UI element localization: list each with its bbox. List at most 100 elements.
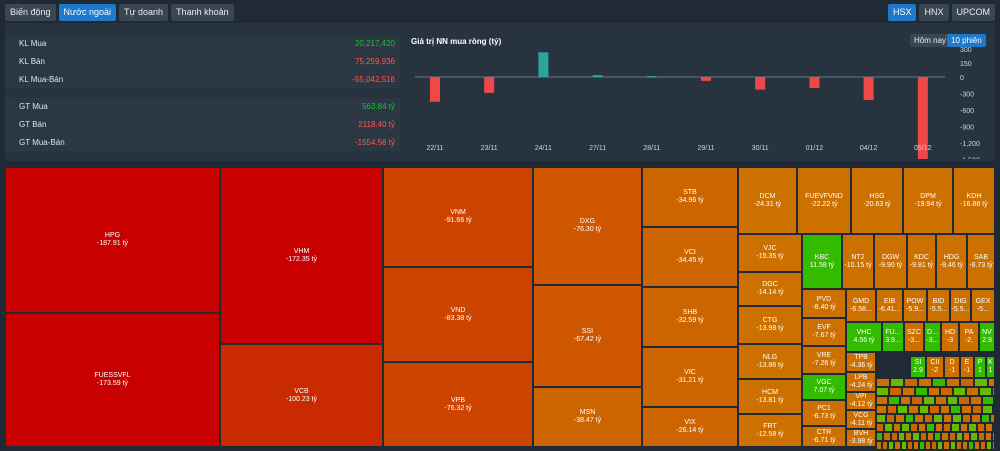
treemap-cell-pvd[interactable]: PVD -8.40 tỷ: [802, 289, 846, 318]
treemap-cell-vjc[interactable]: VJC -15.35 tỷ: [738, 234, 802, 272]
treemap-cell-small[interactable]: [980, 414, 990, 423]
treemap-cell-small[interactable]: [931, 441, 938, 450]
treemap-cell-small[interactable]: [984, 432, 992, 441]
treemap-cell-vic[interactable]: VIC -31.21 tỷ: [642, 347, 738, 407]
treemap-cell-small[interactable]: [942, 414, 952, 423]
treemap-cell-small[interactable]: [925, 441, 932, 450]
treemap-cell-vpi[interactable]: VPI -4.12 tỷ: [846, 392, 876, 410]
treemap-cell-small[interactable]: [955, 432, 963, 441]
tab-hsx[interactable]: HSX: [887, 4, 917, 21]
treemap-cell-fu[interactable]: FU... 3.9...: [882, 322, 904, 352]
treemap-cell-small[interactable]: [890, 432, 898, 441]
treemap-cell-pow[interactable]: POW -5.9...: [903, 289, 927, 322]
treemap-cell-small[interactable]: [946, 378, 960, 387]
treemap-cell-small[interactable]: [918, 441, 925, 450]
treemap-cell-small[interactable]: [961, 405, 972, 414]
treemap-cell-small[interactable]: [929, 405, 940, 414]
treemap-cell-vci[interactable]: VCI -34.45 tỷ: [642, 227, 738, 287]
treemap-cell-small[interactable]: [917, 423, 927, 432]
treemap-cell-small[interactable]: [876, 423, 885, 432]
treemap-cell-small[interactable]: [887, 396, 900, 405]
treemap-cell-small[interactable]: [976, 423, 985, 432]
treemap-cell-vpb[interactable]: VPB -76.32 tỷ: [383, 362, 533, 447]
treemap-cell-nv[interactable]: NV 2.9: [979, 322, 995, 352]
treemap-cell-vre[interactable]: VRE -7.26 tỷ: [802, 346, 846, 374]
treemap-cell-small[interactable]: [974, 441, 981, 450]
treemap-cell-small[interactable]: [990, 414, 995, 423]
treemap-cell-small[interactable]: [981, 396, 994, 405]
treemap-cell-small[interactable]: [914, 387, 928, 396]
treemap-cell-small[interactable]: [876, 396, 888, 405]
treemap-cell-small[interactable]: [963, 432, 971, 441]
treemap-cell-small[interactable]: [971, 414, 981, 423]
treemap-cell-lpb[interactable]: LPB -4.24 tỷ: [846, 372, 876, 392]
treemap-cell-small[interactable]: [979, 387, 992, 396]
treemap-cell-evf[interactable]: EVF -7.67 tỷ: [802, 318, 846, 346]
treemap-cell-dpm[interactable]: DPM -19.94 tỷ: [903, 167, 953, 234]
treemap-cell-small[interactable]: [970, 396, 982, 405]
chart-bar[interactable]: [484, 77, 495, 93]
treemap-cell-small[interactable]: [991, 387, 995, 396]
treemap-cell-small[interactable]: [950, 405, 961, 414]
chart-bar[interactable]: [701, 77, 711, 81]
treemap-cell-small[interactable]: [992, 405, 995, 414]
treemap-cell-small[interactable]: [971, 405, 983, 414]
treemap-cell-small[interactable]: [904, 414, 914, 423]
treemap-cell-ctr[interactable]: CTR -6.71 tỷ: [802, 426, 846, 447]
treemap-cell-small[interactable]: [892, 423, 902, 432]
treemap-cell-small[interactable]: [951, 423, 960, 432]
treemap-cell-small[interactable]: [909, 423, 918, 432]
treemap-cell-small[interactable]: [919, 432, 927, 441]
treemap-cell-small[interactable]: [912, 432, 920, 441]
treemap-cell-dxg[interactable]: DXG -76.30 tỷ: [533, 167, 642, 285]
treemap-cell-small[interactable]: [992, 432, 995, 441]
treemap-cell-small[interactable]: [960, 378, 974, 387]
tab-nuoc-ngoai[interactable]: Nước ngoài: [58, 4, 116, 21]
treemap-cell-small[interactable]: [911, 396, 923, 405]
treemap-cell-shb[interactable]: SHB -32.59 tỷ: [642, 287, 738, 347]
treemap-cell-frt[interactable]: FRT -12.58 tỷ: [738, 414, 802, 447]
treemap-cell-small[interactable]: [876, 378, 890, 387]
treemap-cell-ssi[interactable]: SSI -67.42 tỷ: [533, 285, 642, 387]
treemap-cell-small[interactable]: [949, 441, 956, 450]
treemap-cell-dig[interactable]: DIG -5.5...: [950, 289, 971, 322]
treemap-cell-small[interactable]: [934, 423, 943, 432]
treemap-cell-small[interactable]: [876, 441, 883, 450]
treemap-cell-tpb[interactable]: TPB -4.36 tỷ: [846, 352, 876, 372]
treemap-cell-small[interactable]: [918, 405, 930, 414]
treemap-cell-small[interactable]: [883, 432, 891, 441]
treemap-cell-gmd[interactable]: GMD -6.58...: [846, 289, 876, 322]
treemap-cell-sab[interactable]: SAB -8.73 tỷ: [967, 234, 995, 289]
treemap-cell-small[interactable]: [959, 423, 969, 432]
treemap-cell-small[interactable]: [941, 432, 949, 441]
treemap-cell-small[interactable]: [885, 414, 895, 423]
treemap-cell-stb[interactable]: STB -34.96 tỷ: [642, 167, 738, 227]
treemap-cell-small[interactable]: [876, 405, 887, 414]
treemap-cell-small[interactable]: [992, 441, 995, 450]
treemap-cell-small[interactable]: [955, 441, 962, 450]
treemap-cell-vhc[interactable]: VHC 4.56 tỷ: [846, 322, 882, 352]
treemap-cell-pa[interactable]: PA -2.: [959, 322, 979, 352]
chart-bar[interactable]: [863, 77, 874, 101]
treemap-cell-small[interactable]: [937, 441, 944, 450]
treemap-cell-kbc[interactable]: KBC 11.58 tỷ: [802, 234, 842, 289]
treemap-cell-small[interactable]: [943, 441, 950, 450]
treemap-cell-small[interactable]: [904, 378, 918, 387]
treemap-cell-small[interactable]: [932, 378, 946, 387]
treemap-cell-small[interactable]: [926, 432, 934, 441]
range-today-button[interactable]: Hôm nay: [910, 34, 951, 47]
treemap-cell-small[interactable]: [933, 414, 943, 423]
treemap-cell-small[interactable]: [884, 423, 893, 432]
treemap-cell-small[interactable]: [934, 396, 947, 405]
treemap-cell-small[interactable]: [923, 396, 935, 405]
treemap-cell-small[interactable]: [966, 387, 979, 396]
treemap-cell-small[interactable]: [967, 441, 974, 450]
treemap-cell-vhm[interactable]: VHM -172.35 tỷ: [220, 167, 383, 344]
treemap-cell-hsg[interactable]: HSG -20.63 tỷ: [851, 167, 903, 234]
treemap-cell-small[interactable]: [934, 432, 942, 441]
treemap-cell-vix[interactable]: VIX -26.14 tỷ: [642, 407, 738, 447]
treemap-cell-d[interactable]: D... -3...: [924, 322, 941, 352]
treemap-cell-cii[interactable]: CII -2: [926, 356, 944, 378]
